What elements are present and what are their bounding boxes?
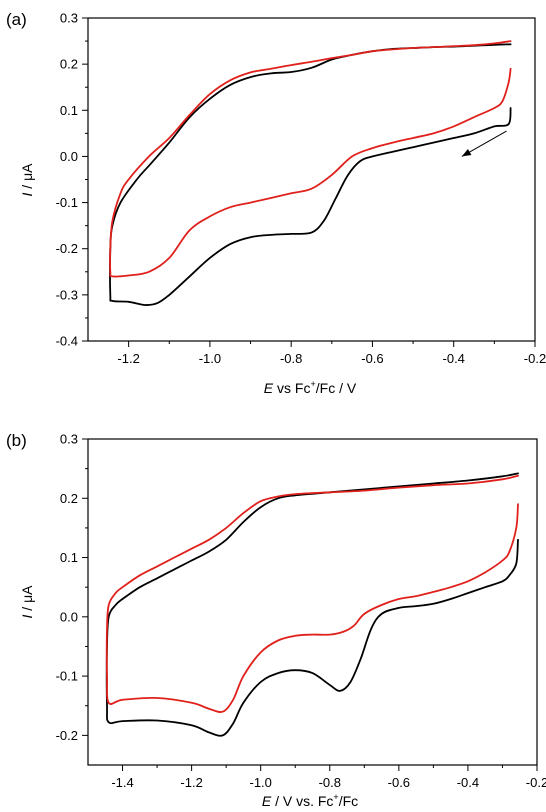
panel-a-x-tick-label: -0.8 <box>280 351 302 366</box>
panel-a-x-tick-label: -0.6 <box>361 351 383 366</box>
panel-a-annotations <box>461 130 507 157</box>
panel-a-y-tick-label: 0.2 <box>60 57 78 72</box>
panel-a-x-tick-label: -0.4 <box>443 351 465 366</box>
panel-a-y-tick-label: -0.3 <box>56 287 78 302</box>
panel-b-y-axis-title: I / μA <box>19 585 35 619</box>
panel-b-y-tick-label: -0.1 <box>56 669 78 684</box>
panel-a-y-tick-label: -0.4 <box>56 334 78 349</box>
panel-a-red-trace <box>109 40 512 278</box>
panel-b-y-title-symbol: I <box>19 614 35 618</box>
panel-b-black-trace <box>105 472 519 737</box>
panel-b: (b) -1.4 -1.2 -1.0 -0.8 -0.6 -0.4 -0.2 0.3 0.2 0.… <box>6 431 546 809</box>
panel-b-x-tick-label: -0.6 <box>388 775 410 790</box>
panel-b-x-tick-label: -0.4 <box>457 775 479 790</box>
panel-a-x-title-part1: vs Fc <box>273 380 310 396</box>
panel-b-y-title-rest: / μA <box>19 585 35 615</box>
panel-a-x-tick-label: -1.2 <box>117 351 139 366</box>
panel-a-y-tick-label: 0.1 <box>60 103 78 118</box>
panel-b-label: (b) <box>6 431 27 450</box>
panel-b-x-tick-label: -1.2 <box>180 775 202 790</box>
panel-a: (a) -1.2 -1.0 -0.8 -0.6 -0.4 -0.2 0.3 0.2 0.1 0.0… <box>6 10 546 396</box>
panel-a-y-title-symbol: I <box>19 192 35 196</box>
panel-b-x-tick-label: -1.0 <box>249 775 271 790</box>
panel-a-x-title-part2: /Fc / V <box>316 380 357 396</box>
panel-b-red-trace <box>105 474 519 713</box>
panel-a-x-tick-label: -0.2 <box>524 351 546 366</box>
panel-a-black-trace <box>109 43 512 306</box>
panel-a-x-tick-label: -1.0 <box>199 351 221 366</box>
panel-a-ticks: -1.2 -1.0 -0.8 -0.6 -0.4 -0.2 0.3 0.2 0.1 0.0 -0.1… <box>56 11 546 367</box>
panel-a-plot-frame <box>87 17 536 342</box>
panel-b-y-tick-label: 0.2 <box>60 491 78 506</box>
panel-b-x-title-part2: /Fc <box>339 793 358 809</box>
panel-b-y-tick-label: -0.2 <box>56 728 78 743</box>
panel-a-x-title-symbol: E <box>264 380 274 396</box>
panel-b-y-tick-label: 0.0 <box>60 609 78 624</box>
panel-b-curves <box>105 472 519 737</box>
panel-a-y-tick-label: 0.0 <box>60 149 78 164</box>
panel-b-ticks: -1.4 -1.2 -1.0 -0.8 -0.6 -0.4 -0.2 0.3 0.2 0.1 0.0… <box>56 432 546 791</box>
panel-a-x-title-superscript: + <box>310 379 315 389</box>
panel-a-label: (a) <box>6 10 27 29</box>
panel-a-y-tick-label: -0.2 <box>56 241 78 256</box>
panel-a-curves <box>109 40 512 306</box>
panel-b-x-title-superscript: + <box>333 792 338 802</box>
panel-b-x-tick-label: -1.4 <box>111 775 133 790</box>
panel-b-x-tick-label: -0.8 <box>319 775 341 790</box>
panel-a-y-tick-label: -0.1 <box>56 195 78 210</box>
panel-a-y-title-rest: / μA <box>19 163 35 193</box>
panel-a-x-axis-title: E vs Fc+/Fc / V <box>264 379 357 396</box>
panel-b-x-tick-label: -0.2 <box>526 775 546 790</box>
panel-b-y-tick-label: 0.1 <box>60 550 78 565</box>
panel-b-plot-frame <box>87 438 538 766</box>
scan-direction-arrowhead <box>461 148 472 157</box>
panel-a-y-tick-label: 0.3 <box>60 11 78 26</box>
panel-b-x-title-symbol: E <box>262 793 272 809</box>
panel-b-x-axis-title: E / V vs. Fc+/Fc <box>262 792 358 809</box>
panel-b-x-title-part1: / V vs. Fc <box>271 793 333 809</box>
panel-b-y-tick-label: 0.3 <box>60 432 78 447</box>
panel-a-y-axis-title: I / μA <box>19 163 35 197</box>
